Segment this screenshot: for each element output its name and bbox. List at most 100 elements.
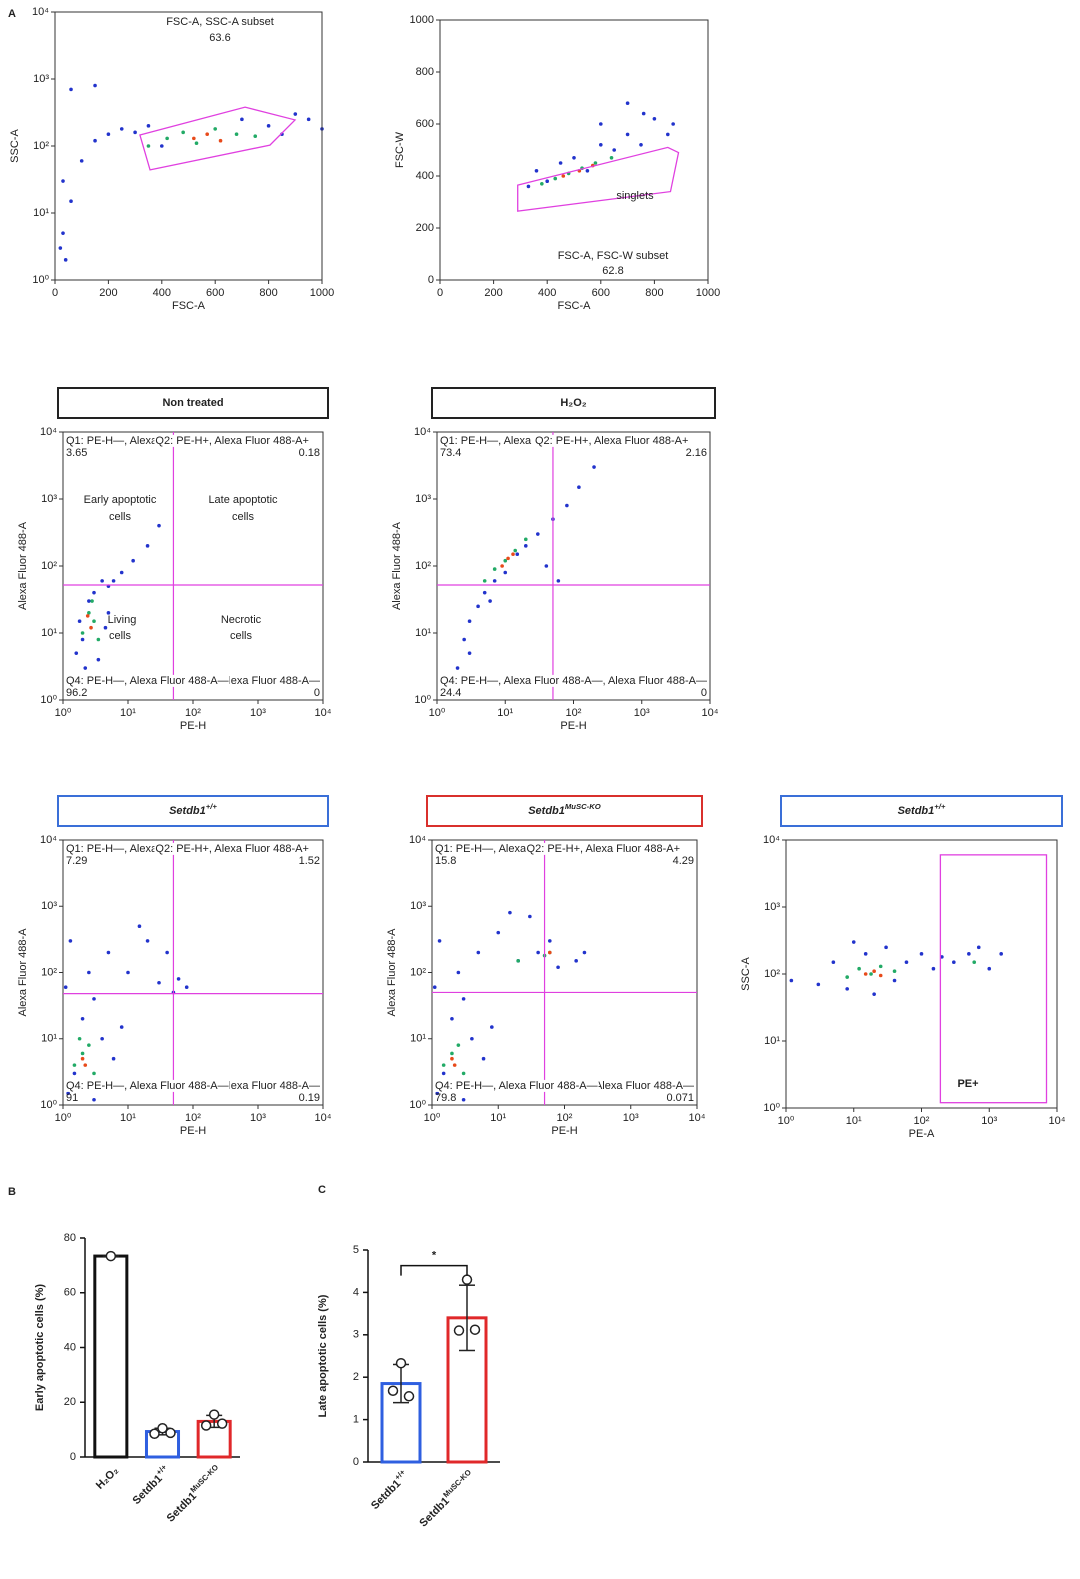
quadrant-value: 96.2 [66,687,87,699]
quadrant-value: 0 [701,687,707,699]
y-tick-label: 10³ [41,900,57,912]
quadrant-value: 0.071 [666,1092,694,1104]
event-point [845,987,849,991]
x-tick-label: 10⁰ [778,1115,795,1127]
y-axis-label: FSC-W [394,131,406,168]
event-point [884,945,888,950]
y-tick-label: 10⁴ [414,426,431,438]
event-point [503,558,508,563]
event-point [253,134,258,139]
event-point [69,87,73,92]
x-tick-label: 10² [557,1112,573,1124]
x-tick-label: 10⁴ [689,1112,706,1124]
region-label: Necrotic [221,614,262,626]
gate [139,106,297,171]
y-tick-label: 10⁰ [409,1099,426,1111]
header-box [431,387,716,419]
event-point [609,156,614,160]
event-point [470,1036,474,1041]
event-point [548,939,552,943]
event-point [266,124,271,128]
quadrant-value: 4.29 [673,855,694,867]
y-tick-label: 10⁴ [40,426,57,438]
event-point [441,1063,446,1067]
plot-frame [431,839,698,1106]
event-point [133,130,137,135]
x-tick-label: Setdb1+/+ [128,1462,173,1507]
x-tick-label: 600 [592,287,610,299]
y-tick-label: 10² [41,966,57,978]
event-point [526,184,531,189]
event-point [456,1043,461,1047]
region-label: Late apoptotic [208,494,278,506]
event-point [872,969,876,974]
quadrant-value: 24.4 [440,687,461,699]
event-point [461,1097,466,1102]
event-point [83,666,88,670]
event-point [612,148,616,152]
event-point [556,579,561,583]
event-point [585,169,590,173]
x-tick-label: 200 [484,287,502,299]
y-tick-label: 800 [416,66,434,78]
y-tick-label: 1 [353,1414,359,1426]
event-point [93,83,97,88]
event-point [496,930,501,935]
y-tick-label: 10³ [41,493,57,505]
y-tick-label: 10³ [410,900,426,912]
event-point [80,1051,85,1056]
event-point [100,1036,104,1041]
event-point [450,1051,454,1056]
event-point [490,1025,494,1029]
gate [517,146,680,212]
x-tick-label: 10² [185,707,201,719]
y-tick-label: 10¹ [410,1033,426,1045]
x-tick-label: 10³ [634,707,650,719]
event-point [74,651,79,655]
y-tick-label: 60 [64,1287,76,1299]
x-tick-label: Setdb1MuSC-KO [162,1462,224,1524]
y-tick-label: 10² [41,560,57,572]
event-point [72,1063,77,1067]
x-axis-label: PE-H [560,720,586,732]
quadrant-value: 0.18 [299,447,320,459]
event-point [58,246,63,250]
y-tick-label: 10² [410,966,426,978]
event-point [119,570,124,575]
x-tick-label: 0 [52,287,58,299]
bar [93,1254,129,1459]
event-point [593,161,598,165]
event-point [574,959,578,963]
event-point [68,939,73,943]
y-axis-label: Late apoptotic cells (%) [317,1294,329,1417]
event-point [131,558,135,563]
y-tick-label: 10³ [33,73,49,85]
y-tick-label: 10² [764,968,780,980]
region-label: cells [109,630,132,642]
x-tick-label: 10² [185,1112,201,1124]
event-point [61,179,65,183]
event-point [869,972,873,976]
event-point [80,637,85,642]
quadrant-value: 73.4 [440,447,461,459]
header-title: Setdb1+/+ [898,802,946,817]
region-label: cells [232,511,255,523]
event-point [96,657,101,662]
y-tick-label: 10⁰ [414,694,431,706]
event-point [892,978,897,983]
event-point [851,940,856,944]
quadrant-value: 2.16 [686,447,707,459]
event-point [931,966,936,971]
event-point [452,1063,457,1067]
x-tick-label: 10¹ [497,707,513,719]
event-point [87,599,91,603]
event-point [544,564,549,568]
y-tick-label: 2 [353,1371,359,1383]
data-point [157,1423,168,1434]
event-point [816,982,821,987]
x-tick-label: 400 [538,287,556,299]
x-tick-label-base: Setdb1 [165,1490,199,1524]
event-point [789,978,794,983]
y-tick-label: 10⁰ [40,694,57,706]
x-tick-label: 10⁴ [702,707,719,719]
